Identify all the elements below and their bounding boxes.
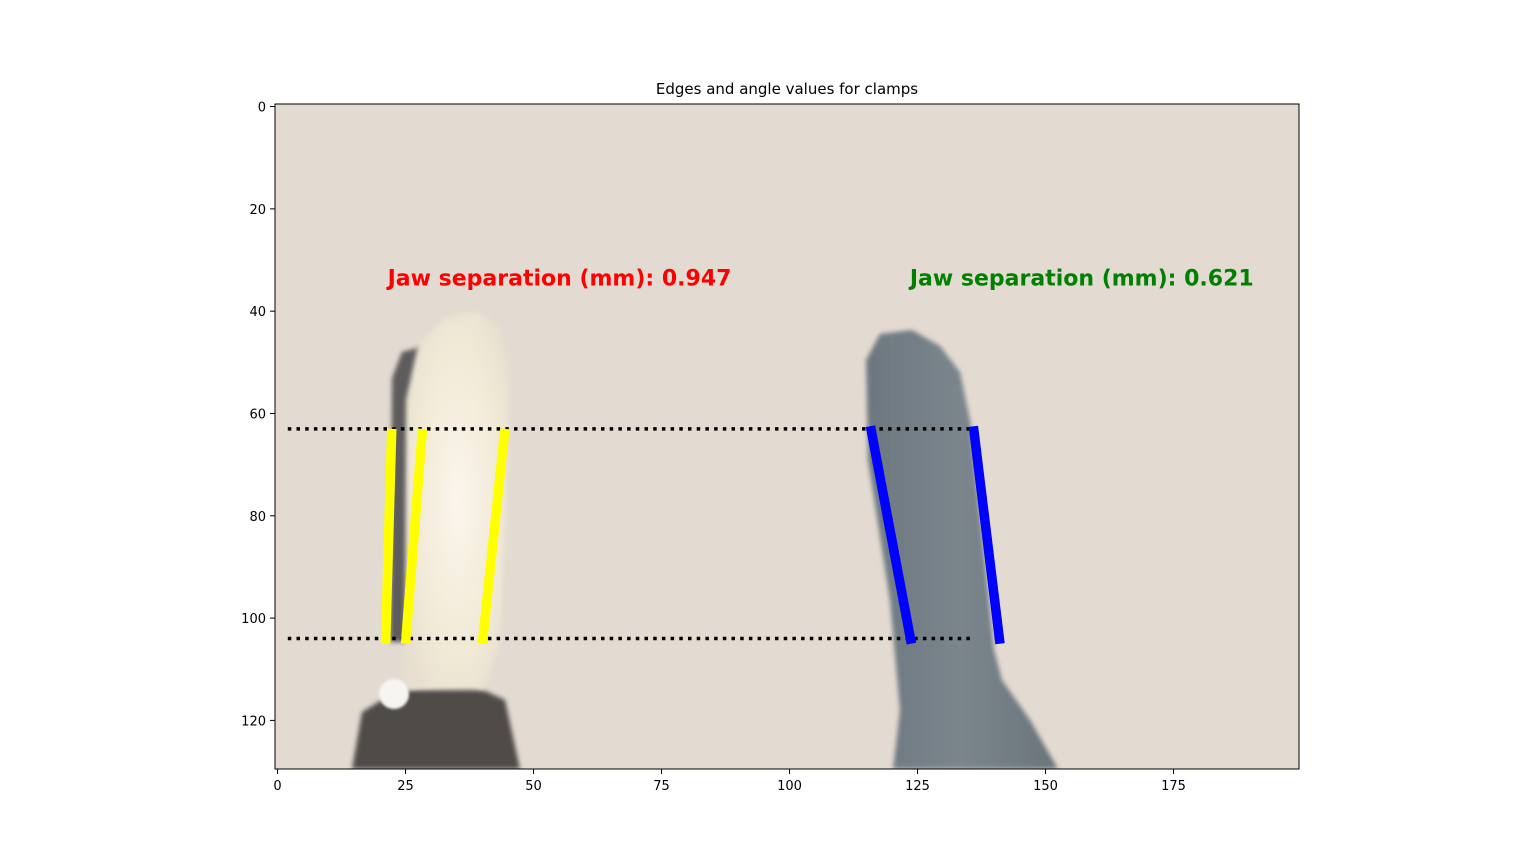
x-tick-label: 150 (1033, 779, 1058, 794)
x-tick-label: 75 (653, 779, 670, 794)
x-tick-label: 0 (273, 779, 281, 794)
chart-title: Edges and angle values for clamps (656, 80, 918, 98)
jaw-separation-label-1: Jaw separation (mm): 0.947 (386, 267, 732, 292)
y-tick-label: 100 (241, 612, 266, 627)
right-clamp-edge-5 (968, 425, 1005, 645)
x-tick-label: 125 (905, 779, 930, 794)
x-tick-label: 175 (1161, 779, 1186, 794)
jaw-separation-label-2: Jaw separation (mm): 0.621 (908, 267, 1254, 292)
y-tick-label: 0 (258, 101, 266, 116)
axes-frame (274, 103, 1300, 770)
y-tick-label: 80 (249, 510, 266, 525)
y-tick-label: 40 (249, 305, 266, 320)
left-clamp-edge-1 (380, 428, 397, 644)
x-tick-label: 25 (397, 779, 414, 794)
y-tick-label: 60 (249, 407, 266, 422)
photo-background (275, 104, 1299, 769)
x-tick-label: 50 (525, 779, 542, 794)
left-clamp-edge-3 (477, 428, 510, 645)
right-clamp-edge-4 (865, 425, 917, 645)
left-clamp-edge-2 (400, 428, 428, 645)
x-tick-label: 100 (777, 779, 802, 794)
y-tick-label: 120 (241, 714, 266, 729)
y-tick-label: 20 (249, 203, 266, 218)
